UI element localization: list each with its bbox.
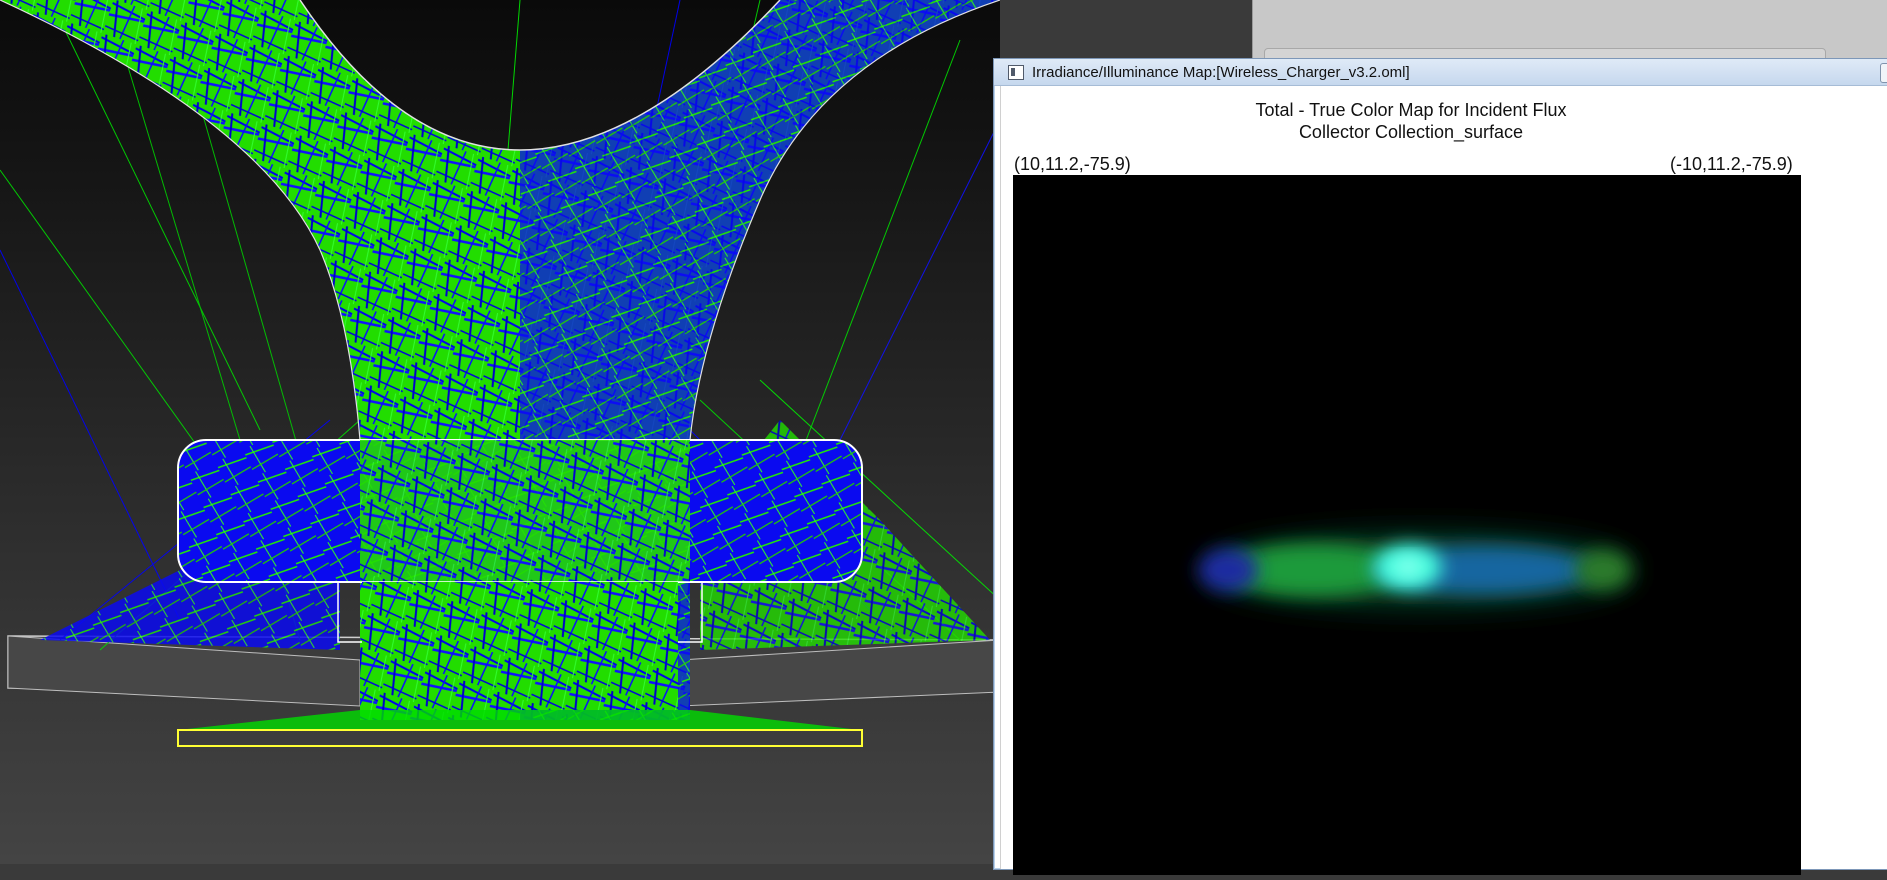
- irradiance-map-plot[interactable]: [1013, 175, 1801, 875]
- corner-coordinate-right: (-10,11.2,-75.9): [1670, 154, 1793, 174]
- map-heading-collector: Collector Collection_surface: [1298, 122, 1524, 142]
- ray-trace-scene: [0, 0, 1000, 747]
- window-titlebar[interactable]: Irradiance/Illuminance Map:[Wireless_Cha…: [994, 59, 1887, 86]
- irradiance-spot: [1198, 536, 1633, 604]
- map-content: Total - True Color Map for Incident Flux…: [1000, 86, 1887, 875]
- map-heading-title: Total - True Color Map for Incident Flux: [1255, 100, 1567, 120]
- window-title: Irradiance/Illuminance Map:[Wireless_Cha…: [1032, 64, 1410, 81]
- collector-surface: [177, 729, 863, 747]
- app-icon[interactable]: [1008, 65, 1024, 80]
- corner-coordinate-left: (10,11.2,-75.9): [1014, 154, 1131, 174]
- irradiance-map-window[interactable]: Irradiance/Illuminance Map:[Wireless_Cha…: [993, 58, 1887, 875]
- close-icon[interactable]: [1880, 63, 1887, 83]
- ray-trace-viewport[interactable]: [0, 0, 1000, 864]
